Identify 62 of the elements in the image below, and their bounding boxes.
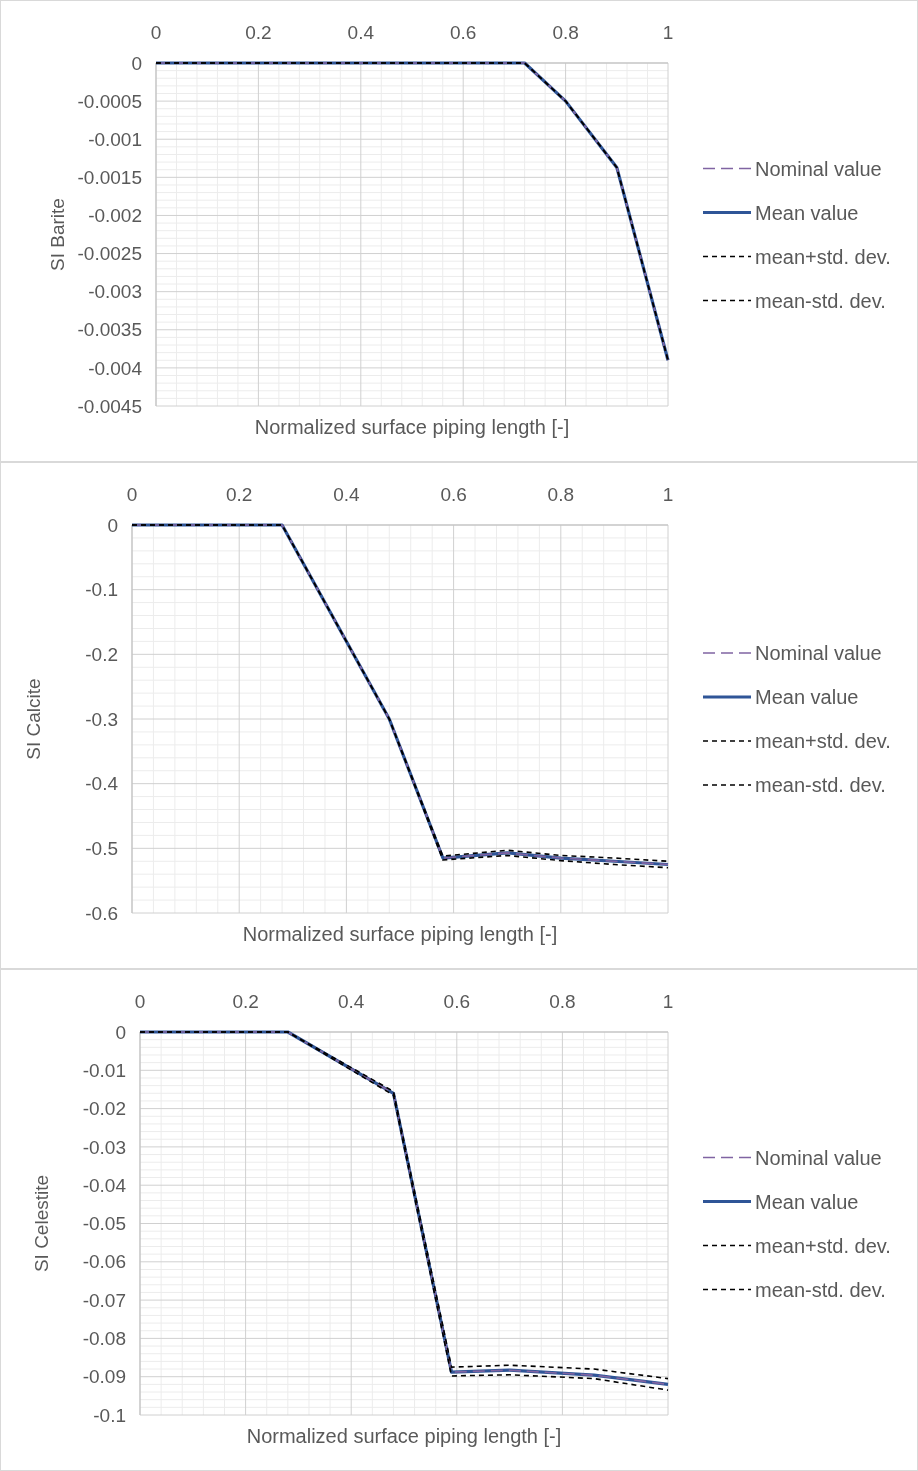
y-tick-label: -0.001 <box>88 128 142 150</box>
y-tick-label: -0.09 <box>82 1366 126 1388</box>
y-tick-label: -0.002 <box>88 205 142 227</box>
x-tick-label: 1 <box>662 484 674 505</box>
legend-label: Mean value <box>755 201 859 224</box>
y-tick-label: -0.05 <box>82 1213 126 1235</box>
x-tick-label: 0.2 <box>225 484 253 505</box>
y-tick-label: 0 <box>131 52 142 74</box>
y-tick-label: -0.003 <box>88 281 142 303</box>
legend-label: mean+std. dev. <box>755 1234 891 1257</box>
y-tick-label: -0.0025 <box>77 243 142 265</box>
y-tick-label: -0.06 <box>82 1251 126 1273</box>
y-tick-label: -0.02 <box>82 1098 126 1120</box>
legend-label: Nominal value <box>755 157 882 180</box>
y-tick-label: -0.01 <box>82 1059 126 1081</box>
y-tick-label: -0.04 <box>82 1174 127 1196</box>
y-tick-label: -0.0045 <box>77 395 142 417</box>
x-tick-label: 0.6 <box>440 484 467 505</box>
legend-label: Mean value <box>755 686 859 708</box>
y-tick-label: -0.1 <box>85 579 118 601</box>
legend-label: mean-std. dev. <box>755 1278 886 1301</box>
x-tick-label: 0.8 <box>552 22 579 43</box>
y-tick-label: -0.1 <box>93 1404 126 1426</box>
legend-label: mean+std. dev. <box>755 730 891 752</box>
y-tick-label: 0 <box>107 514 118 536</box>
y-tick-label: -0.4 <box>85 773 119 795</box>
legend-label: mean-std. dev. <box>755 774 886 796</box>
y-tick-label: -0.0015 <box>77 166 142 188</box>
legend-label: mean-std. dev. <box>755 289 886 312</box>
y-tick-label: -0.5 <box>85 837 118 859</box>
x-axis-title: Normalized surface piping length [-] <box>246 1425 562 1447</box>
x-tick-label: 0.2 <box>232 991 259 1012</box>
y-tick-label: -0.3 <box>85 708 118 730</box>
y-axis-title: SI Barite <box>47 198 68 271</box>
x-tick-label: 0.2 <box>245 22 272 43</box>
x-axis-title: Normalized surface piping length [-] <box>242 923 558 945</box>
x-tick-label: 0.4 <box>347 22 375 43</box>
y-tick-label: -0.07 <box>82 1289 126 1311</box>
y-tick-label: -0.0035 <box>77 319 142 341</box>
x-axis-title: Normalized surface piping length [-] <box>254 416 570 438</box>
x-tick-label: 0.4 <box>337 991 365 1012</box>
y-tick-label: -0.004 <box>88 357 143 379</box>
legend-label: Mean value <box>755 1190 859 1213</box>
legend-label: Nominal value <box>755 642 882 664</box>
y-tick-label: 0 <box>115 1021 126 1043</box>
x-tick-label: 1 <box>662 991 674 1012</box>
x-tick-label: 0.8 <box>547 484 575 505</box>
y-tick-label: -0.6 <box>85 902 118 924</box>
y-tick-label: -0.2 <box>85 643 118 665</box>
y-tick-label: -0.0005 <box>77 90 142 112</box>
y-tick-label: -0.03 <box>82 1136 126 1158</box>
x-tick-label: 0.4 <box>333 484 361 505</box>
x-tick-label: 0.6 <box>443 991 471 1012</box>
legend-label: mean+std. dev. <box>755 245 891 268</box>
y-axis-title: SI Celestite <box>31 1174 52 1273</box>
x-tick-label: 0.6 <box>449 22 477 43</box>
x-tick-label: 0 <box>150 22 162 43</box>
y-axis-title: SI Calcite <box>23 678 44 760</box>
y-tick-label: -0.08 <box>82 1328 126 1350</box>
x-tick-label: 0.8 <box>549 991 576 1012</box>
legend-label: Nominal value <box>755 1146 882 1169</box>
x-tick-label: 1 <box>662 22 674 43</box>
